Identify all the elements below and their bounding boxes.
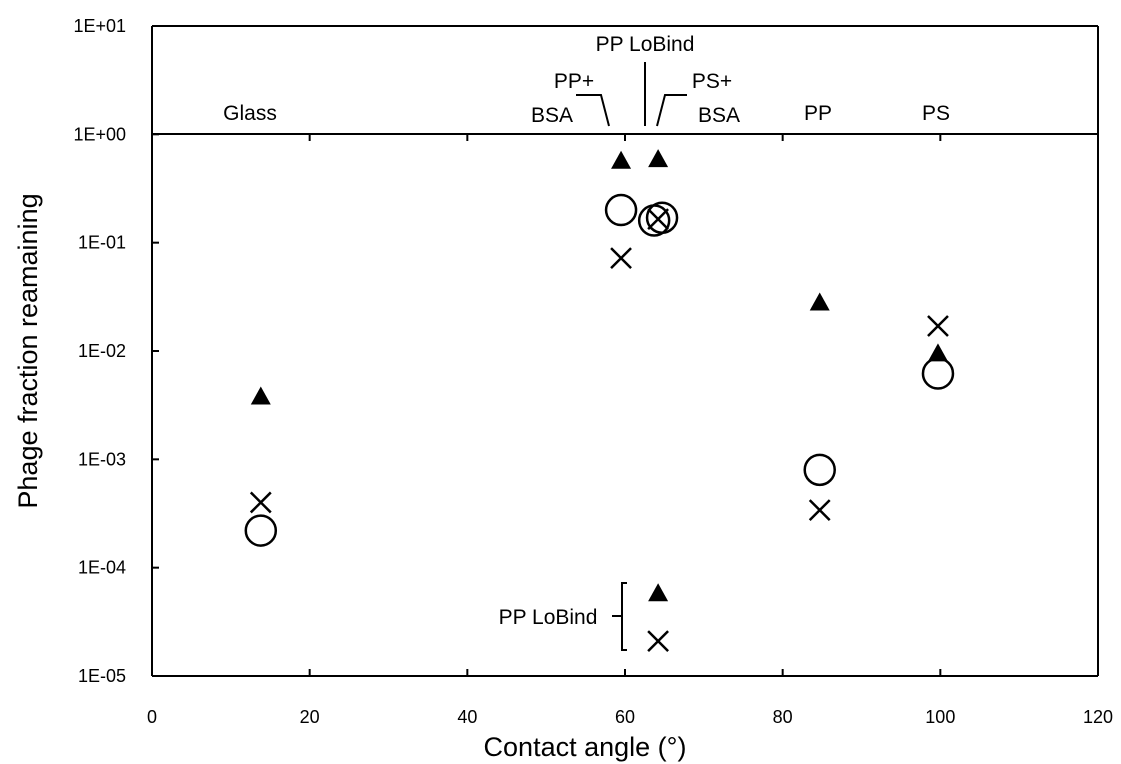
cross-point xyxy=(647,630,669,652)
triangle-point xyxy=(809,292,830,311)
x-tick-labels: 0 20 40 60 80 100 120 xyxy=(147,707,1113,727)
y-tick-label: 1E-03 xyxy=(78,449,126,469)
x-tick-label: 20 xyxy=(300,707,320,727)
x-tick-label: 100 xyxy=(925,707,955,727)
circle-point xyxy=(244,514,278,547)
y-tick-label: 1E-01 xyxy=(78,233,126,253)
x-ticks xyxy=(151,134,1099,676)
y-tick-labels: 1E-05 1E-04 1E-03 1E-02 1E-01 1E+00 1E+01 xyxy=(73,16,126,686)
y-tick-label: 1E+00 xyxy=(73,124,126,144)
annotation-pp-lobind-bottom: PP LoBind xyxy=(499,606,598,629)
annotation-ps-bsa-line1: PS+ xyxy=(692,70,732,93)
triangle-point xyxy=(927,343,948,362)
cross-point xyxy=(249,491,272,514)
y-tick-label: 1E-02 xyxy=(78,341,126,361)
plot-frame xyxy=(151,25,1099,677)
triangle-point xyxy=(250,386,271,405)
annotation-pp-bsa-leader xyxy=(576,94,610,127)
triangle-point xyxy=(611,150,632,169)
circle-point xyxy=(645,201,679,234)
annotation-glass: Glass xyxy=(223,102,277,125)
y-tick-label: 1E-04 xyxy=(78,558,126,578)
annotation-pp-bsa-line1: PP+ xyxy=(554,70,594,93)
annotation-ps-bsa-line2: BSA xyxy=(698,104,740,127)
x-tick-label: 40 xyxy=(457,707,477,727)
annotation-ps: PS xyxy=(922,102,950,125)
x-tick-label: 0 xyxy=(147,707,157,727)
annotation-pp-lobind-top: PP LoBind xyxy=(596,33,695,56)
cross-point xyxy=(927,315,949,337)
circle-point xyxy=(803,453,836,487)
y-axis-title: Phage fraction reamaining xyxy=(13,193,43,508)
triangle-point xyxy=(648,583,669,602)
y-ticks xyxy=(152,25,159,677)
cross-point xyxy=(647,208,669,230)
data-points xyxy=(244,149,955,652)
cross-point xyxy=(808,499,831,521)
circle-point xyxy=(604,193,638,227)
cross-point xyxy=(610,247,632,270)
annotations: Glass PP+ BSA PP LoBind PS+ BSA PP PS PP… xyxy=(223,33,950,651)
annotation-bracket xyxy=(621,582,627,651)
annotation-ps-bsa-leader xyxy=(656,94,687,127)
x-tick-label: 120 xyxy=(1083,707,1113,727)
circle-point xyxy=(921,357,955,390)
x-tick-label: 60 xyxy=(615,707,635,727)
y-tick-label: 1E+01 xyxy=(73,16,126,36)
y-tick-label: 1E-05 xyxy=(78,666,126,686)
triangle-point xyxy=(648,149,669,168)
x-axis-title: Contact angle (°) xyxy=(484,732,687,762)
annotation-pp: PP xyxy=(804,102,832,125)
x-tick-label: 80 xyxy=(773,707,793,727)
annotation-pp-bsa-line2: BSA xyxy=(531,104,573,127)
